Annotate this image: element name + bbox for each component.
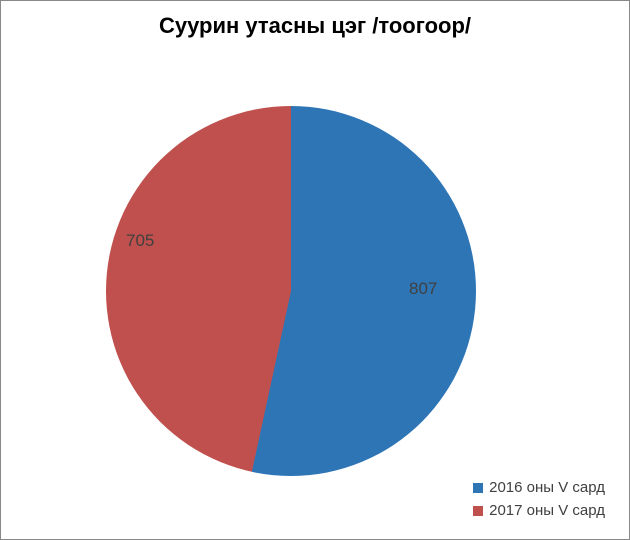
legend: 2016 оны V сард 2017 оны V сард	[473, 473, 605, 519]
legend-label-0: 2016 оны V сард	[489, 479, 605, 496]
chart-container: Суурин утасны цэг /тоогоор/ 807 705 2016…	[0, 0, 630, 540]
data-label-0: 807	[409, 279, 437, 299]
legend-swatch-1	[473, 506, 483, 516]
legend-item-0: 2016 оны V сард	[473, 479, 605, 496]
data-label-1: 705	[126, 231, 154, 251]
legend-label-1: 2017 оны V сард	[489, 502, 605, 519]
chart-title: Суурин утасны цэг /тоогоор/	[1, 13, 629, 39]
legend-swatch-0	[473, 483, 483, 493]
legend-item-1: 2017 оны V сард	[473, 502, 605, 519]
